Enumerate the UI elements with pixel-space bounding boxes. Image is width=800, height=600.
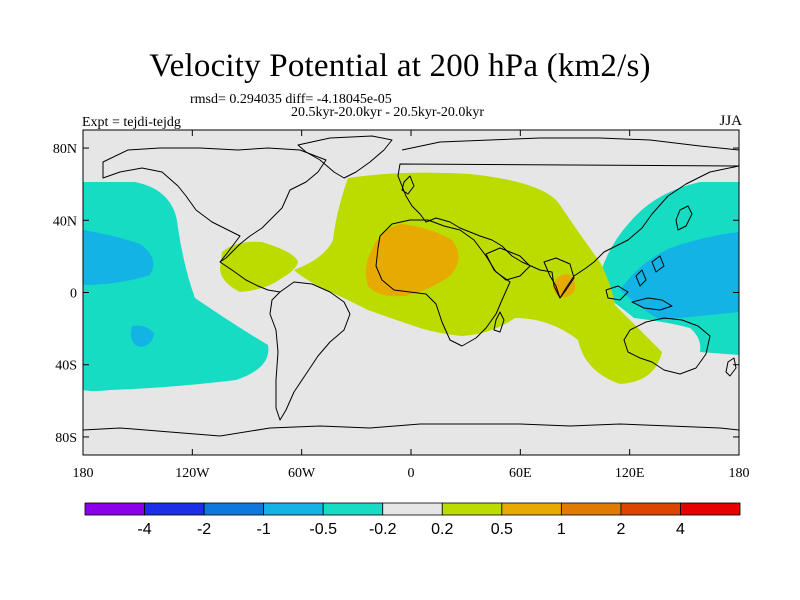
stats-line: rmsd= 0.294035 diff= -4.18045e-05	[190, 92, 392, 107]
japan-coast	[675, 205, 693, 231]
uk-coast	[401, 175, 415, 195]
eurasia-coast	[397, 137, 739, 299]
lat-tick-label: 40S	[55, 359, 77, 374]
north-africa-core-region	[365, 224, 459, 297]
lon-tick-label: 120E	[615, 466, 645, 481]
map-plot-area	[83, 130, 739, 455]
colorbar-segment	[144, 502, 205, 516]
colorbar-segment	[382, 502, 443, 516]
colorbar-segment	[620, 502, 681, 516]
southeast-asia-islands	[605, 255, 673, 311]
coastlines	[83, 135, 739, 437]
lat-tick-label: 40N	[53, 214, 77, 229]
lon-tick-label: 0	[408, 466, 415, 481]
lat-tick-label: 80S	[55, 431, 77, 446]
africa-eurasia-positive-region	[294, 172, 662, 384]
colorbar-segment	[263, 502, 324, 516]
caribbean-positive-region	[220, 241, 298, 292]
lat-tick-label: 0	[70, 287, 77, 302]
south-america-coast	[269, 281, 351, 421]
experiment-label: Expt = tejdi-tejdg	[82, 115, 181, 130]
lon-tick-label: 180	[73, 466, 94, 481]
colorbar-level-label: 2	[616, 521, 625, 538]
pacific-west-small-core	[131, 325, 154, 347]
colorbar-segment	[203, 502, 265, 516]
colorbar-level-label: 0.5	[491, 521, 513, 538]
lat-tick-label: 80N	[53, 142, 77, 157]
colorbar-level-label: -4	[137, 521, 151, 538]
colorbar-level-label: 0.2	[431, 521, 453, 538]
australia-coast	[623, 317, 711, 375]
madagascar-coast	[493, 311, 505, 333]
map-axes: 80N 40N 0 40S 80S 180 120W 60W 0 60E 120E 180	[53, 130, 750, 481]
colorbar-segment	[322, 502, 384, 516]
lon-tick-label: 120W	[175, 466, 210, 481]
africa-coast	[375, 219, 511, 347]
arabia-coast	[485, 247, 531, 281]
subtitle: 20.5kyr-20.0kyr - 20.5kyr-20.0kyr	[291, 105, 485, 120]
north-america-coast	[102, 147, 327, 263]
colorbar-level-label: 1	[557, 521, 566, 538]
chart-title: Velocity Potential at 200 hPa (km2/s)	[149, 48, 651, 84]
greenland-coast	[297, 135, 393, 179]
india-core-region	[552, 274, 576, 298]
new-zealand-coast	[725, 357, 737, 377]
pacific-west-negative-region	[83, 182, 269, 391]
lon-tick-label: 60E	[509, 466, 532, 481]
antarctica-coast	[83, 423, 739, 437]
colorbar-segment	[84, 502, 145, 516]
lon-tick-label: 180	[729, 466, 750, 481]
lon-tick-label: 60W	[288, 466, 316, 481]
season-label: JJA	[719, 113, 742, 129]
colorbar-segment	[680, 502, 741, 516]
colorbar-segment	[560, 502, 622, 516]
colorbar-level-label: -2	[197, 521, 211, 538]
colorbar-level-label: 4	[676, 521, 685, 538]
colorbar-level-label: -1	[257, 521, 271, 538]
colorbar-level-label: -0.2	[369, 521, 397, 538]
colorbar-segment	[501, 502, 562, 516]
colorbar: -4 -2 -1 -0.5 -0.2 0.2 0.5 1 2 4	[84, 502, 741, 538]
colorbar-segment	[441, 502, 503, 516]
central-america-coast	[219, 261, 281, 293]
pacific-west-core-region	[83, 230, 154, 285]
india-coast	[543, 257, 575, 299]
colorbar-level-label: -0.5	[309, 521, 337, 538]
